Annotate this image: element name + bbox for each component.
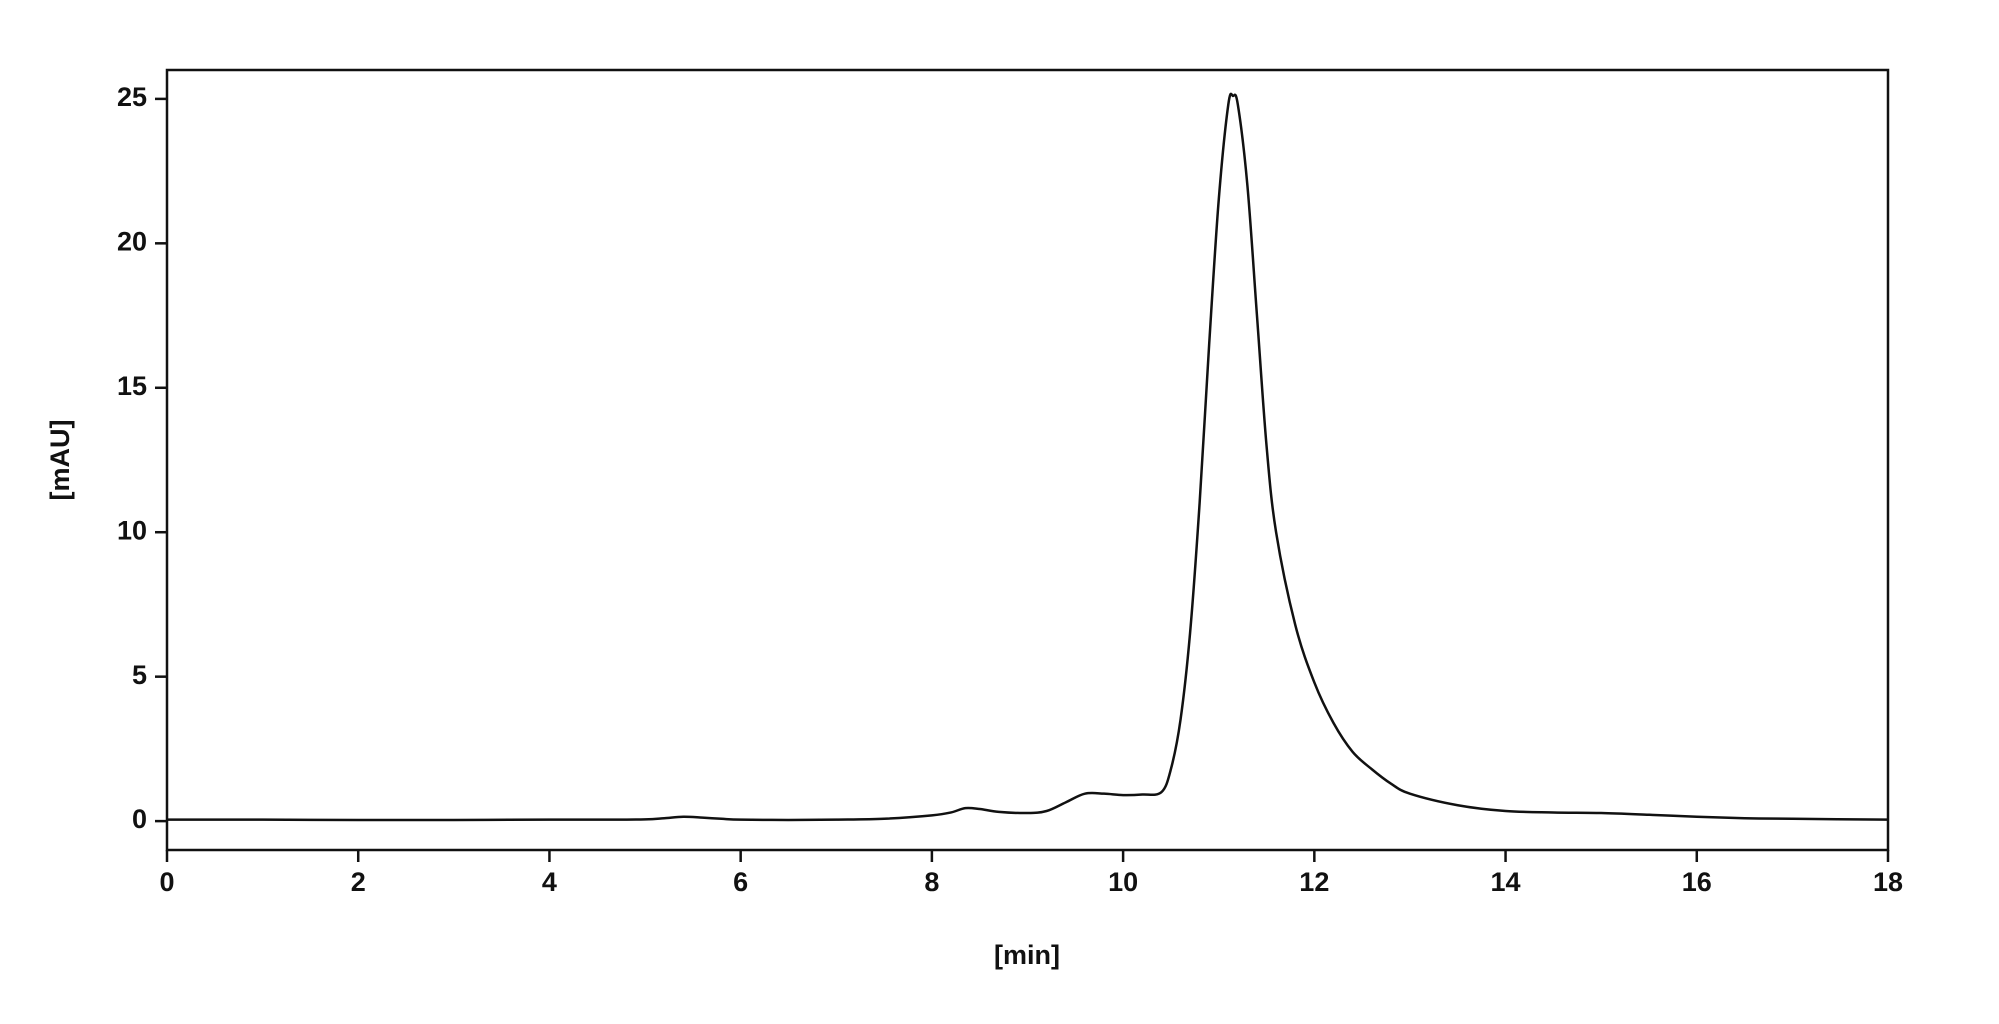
- y-tick-label: 5: [132, 660, 147, 690]
- x-tick-label: 18: [1873, 867, 1903, 897]
- y-tick-label: 20: [117, 226, 147, 256]
- y-tick-label: 0: [132, 804, 147, 834]
- y-axis-label: [mAU]: [45, 420, 75, 501]
- trace-line: [166, 92, 1889, 822]
- plot-frame: [165, 68, 1890, 852]
- x-tick-label: 10: [1108, 867, 1138, 897]
- x-tick-label: 16: [1682, 867, 1712, 897]
- x-tick-label: 6: [733, 867, 748, 897]
- x-tick-label: 0: [159, 867, 174, 897]
- x-tick-label: 2: [351, 867, 366, 897]
- x-tick-label: 4: [542, 867, 557, 897]
- x-tick-label: 12: [1299, 867, 1329, 897]
- x-axis-label: [min]: [994, 940, 1060, 970]
- y-tick-label: 25: [117, 82, 147, 112]
- y-tick-label: 15: [117, 371, 147, 401]
- x-tick-label: 14: [1491, 867, 1521, 897]
- y-tick-label: 10: [117, 515, 147, 545]
- x-tick-label: 8: [924, 867, 939, 897]
